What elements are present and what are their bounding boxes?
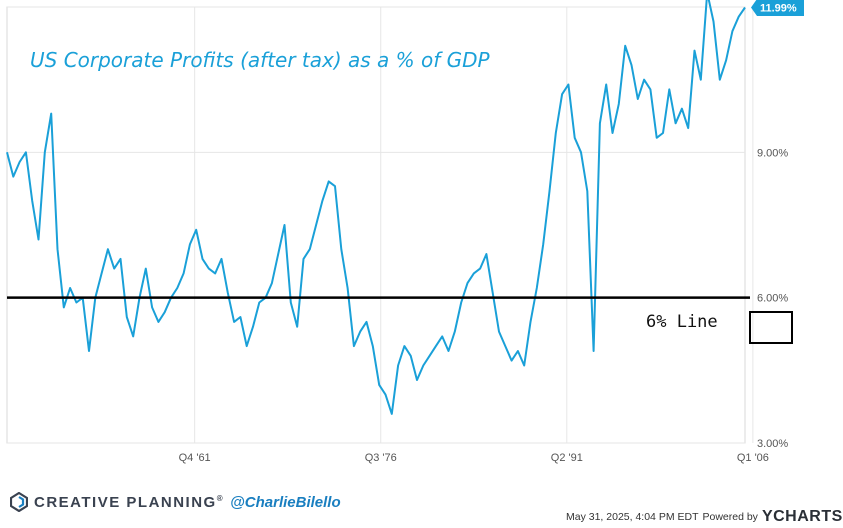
reference-tick-highlight-box bbox=[749, 311, 793, 344]
y-tick-label: 6.00% bbox=[757, 293, 788, 305]
x-tick-label: Q1 '06 bbox=[737, 452, 769, 464]
x-axis-ticks: Q4 '61 Q3 '76 Q2 '91 Q1 '06 bbox=[179, 452, 769, 464]
last-value-tag bbox=[751, 0, 804, 16]
ycharts-logo: YCHARTS bbox=[762, 508, 843, 526]
y-axis-ticks: 3.00% 6.00% 9.00% bbox=[757, 147, 788, 450]
x-tick-label: Q4 '61 bbox=[179, 452, 211, 464]
brand-name: CREATIVE PLANNING® bbox=[34, 493, 225, 511]
ycharts-logo-y: Y bbox=[761, 508, 774, 525]
chart-title: US Corporate Profits (after tax) as a % … bbox=[30, 48, 491, 72]
brand: CREATIVE PLANNING® @CharlieBilello bbox=[10, 492, 341, 512]
brand-registered-mark: ® bbox=[216, 493, 225, 503]
reference-line-label: 6% Line bbox=[646, 312, 718, 332]
creative-planning-logo-icon bbox=[10, 492, 28, 512]
last-value-callout: 11.99% bbox=[751, 0, 804, 16]
author-handle: @CharlieBilello bbox=[230, 493, 341, 511]
attribution: May 31, 2025, 4:04 PM EDT Powered by YCH… bbox=[566, 508, 843, 526]
vertical-gridlines bbox=[194, 7, 754, 443]
last-value-label: 11.99% bbox=[760, 2, 797, 14]
plot-area bbox=[6, 6, 746, 444]
ycharts-logo-text: CHARTS bbox=[773, 508, 843, 525]
x-tick-label: Q2 '91 bbox=[551, 452, 583, 464]
timestamp: May 31, 2025, 4:04 PM EDT bbox=[566, 511, 699, 523]
footer: CREATIVE PLANNING® @CharlieBilello May 3… bbox=[0, 484, 843, 528]
series-line-corporate-profits bbox=[6, 0, 746, 415]
y-tick-label: 3.00% bbox=[757, 438, 788, 450]
powered-by-label: Powered by bbox=[702, 511, 758, 523]
y-tick-label: 9.00% bbox=[757, 147, 788, 159]
x-tick-label: Q3 '76 bbox=[365, 452, 397, 464]
